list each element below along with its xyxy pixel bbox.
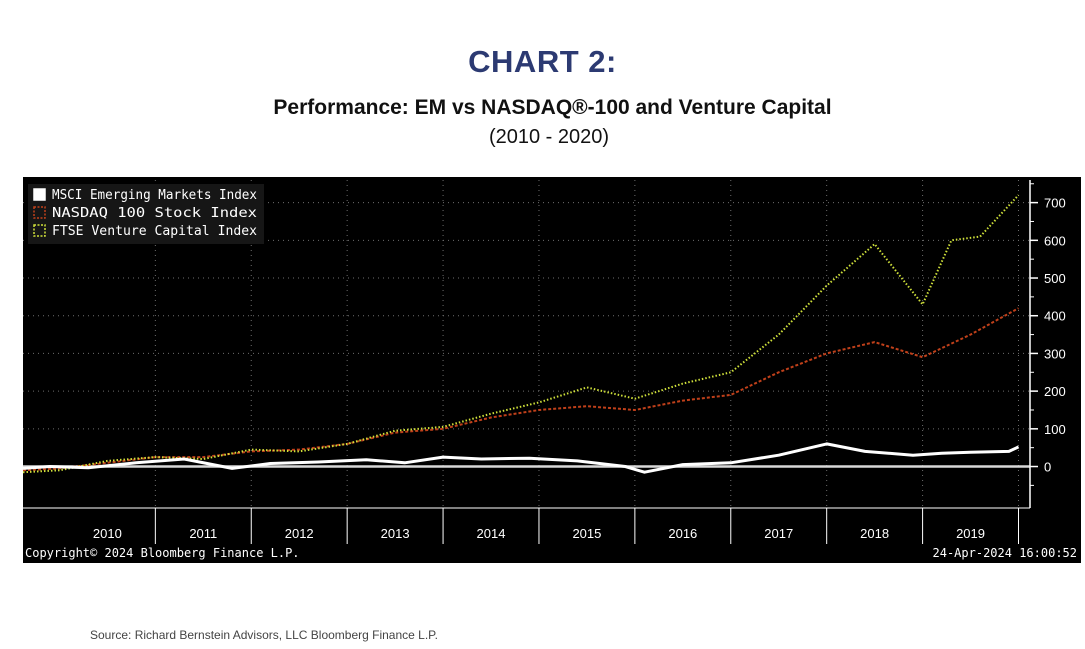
x-tick-label: 2017 — [764, 526, 793, 541]
chart-subtitle: Performance: EM vs NASDAQ®-100 and Ventu… — [273, 96, 832, 119]
x-tick-label: 2013 — [381, 526, 410, 541]
legend-label: FTSE Venture Capital Index — [52, 224, 257, 239]
y-tick-label: 500 — [1044, 271, 1066, 286]
y-tick-label: 400 — [1044, 309, 1066, 324]
y-tick-label: 700 — [1044, 196, 1066, 211]
y-tick-label: 300 — [1044, 346, 1066, 361]
y-tick-label: 100 — [1044, 422, 1066, 437]
legend-swatch — [33, 206, 46, 219]
x-tick-label: 2018 — [860, 526, 889, 541]
legend-label: MSCI Emerging Markets Index — [52, 188, 257, 203]
series-line-nasdaq — [22, 307, 1019, 472]
x-tick-label: 2011 — [189, 526, 217, 541]
x-tick-label: 2010 — [93, 526, 122, 541]
x-tick-label: 2015 — [572, 526, 601, 541]
legend-swatch — [33, 188, 46, 201]
copyright-text: Copyright© 2024 Bloomberg Finance L.P. — [25, 546, 300, 560]
legend-label: NASDAQ 100 Stock Index — [52, 206, 257, 221]
legend-swatch — [33, 224, 46, 237]
series-line-msci — [22, 442, 1020, 474]
y-tick-label: 600 — [1044, 233, 1066, 248]
source-note: Source: Richard Bernstein Advisors, LLC … — [90, 628, 438, 642]
chart-period: (2010 - 2020) — [488, 126, 610, 148]
chart-title: CHART 2: — [468, 44, 617, 79]
timestamp-text: 24-Apr-2024 16:00:52 — [933, 546, 1078, 560]
x-tick-label: 2016 — [668, 526, 697, 541]
x-tick-label: 2019 — [956, 526, 985, 541]
y-tick-label: 200 — [1044, 384, 1066, 399]
x-tick-label: 2014 — [477, 526, 506, 541]
x-tick-label: 2012 — [285, 526, 314, 541]
y-tick-label: 0 — [1044, 460, 1051, 475]
legend-box — [28, 184, 264, 244]
